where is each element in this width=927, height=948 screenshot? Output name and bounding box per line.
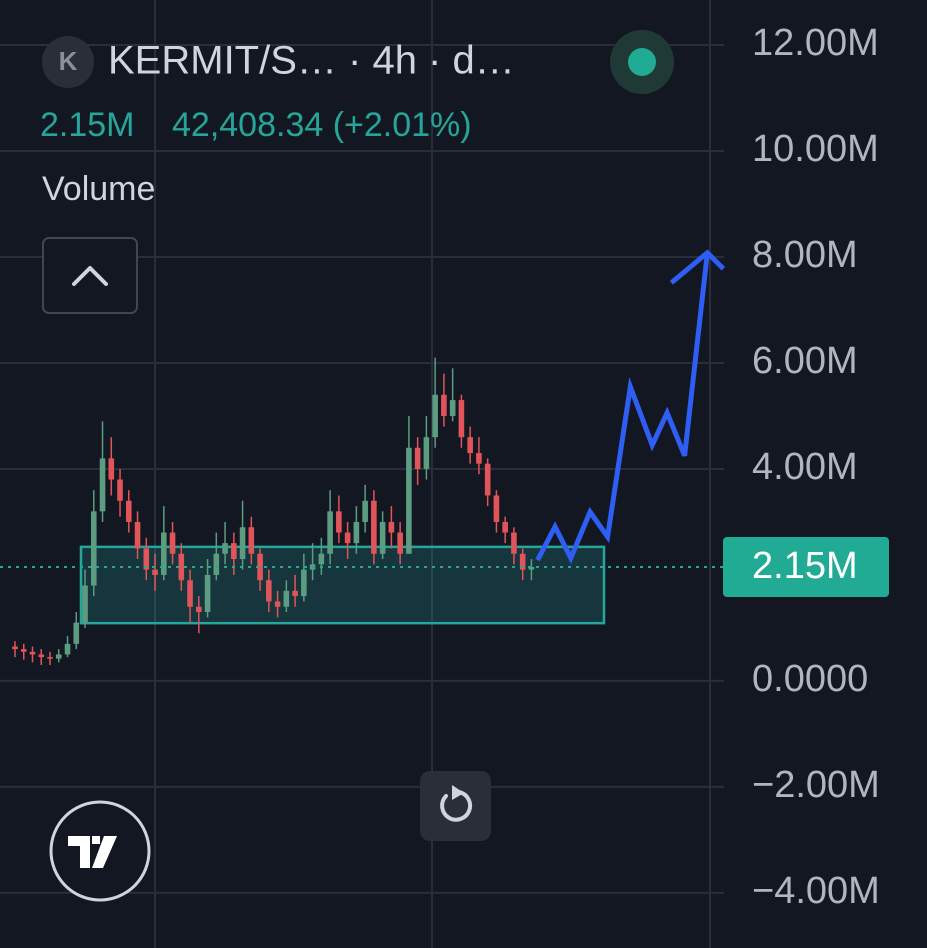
reset-icon [440, 790, 473, 822]
candle-body [73, 622, 80, 644]
indicator-label: Volume [42, 170, 155, 208]
candle-body [449, 400, 456, 416]
y-tick-label: 12.00M [752, 22, 879, 64]
candle-body [161, 532, 167, 575]
candle-body [29, 651, 36, 655]
candle-body [12, 646, 18, 650]
candle-body [38, 654, 45, 658]
candle-body [353, 521, 360, 544]
candle-body [318, 553, 325, 565]
candle-body [432, 394, 438, 438]
candle-body [134, 521, 141, 549]
candle-body [64, 643, 71, 655]
candle-body [458, 400, 465, 438]
price-badge-label: 2.15M [752, 545, 858, 587]
logo-badge [42, 36, 94, 88]
candle-body [90, 511, 97, 586]
symbol-title: KERMIT/S… · 4h · d… [108, 39, 515, 83]
y-tick-label: −4.00M [752, 870, 880, 912]
tv-logo-mark [68, 836, 117, 868]
y-tick-label: 4.00M [752, 446, 858, 488]
candle-body [327, 511, 333, 554]
candle-body [467, 437, 473, 454]
candle-body [283, 590, 290, 607]
collapse-button[interactable] [42, 237, 138, 314]
candle-body [476, 453, 482, 464]
candle-body [257, 553, 263, 581]
y-tick-label: 6.00M [752, 340, 858, 382]
candle-body [178, 553, 185, 581]
candle-body [511, 532, 517, 554]
candle-body [20, 649, 27, 652]
support-zone [79, 545, 606, 625]
candle-body [441, 394, 447, 416]
header-value: 2.15M [40, 106, 135, 144]
candle-body [204, 574, 211, 613]
candle-body [108, 458, 115, 480]
candle-body [406, 447, 412, 554]
candle-body [231, 543, 237, 560]
candle-body [55, 654, 62, 659]
y-tick-label: −2.00M [752, 764, 880, 806]
candle-body [371, 500, 377, 554]
y-tick-label: 10.00M [752, 128, 879, 170]
reset-button[interactable] [420, 771, 491, 841]
candle-body [266, 580, 272, 602]
candle-body [274, 601, 281, 607]
candle-body [99, 458, 106, 512]
candle-body [344, 532, 351, 544]
y-tick-label: 8.00M [752, 234, 858, 276]
status-dot [628, 48, 656, 76]
candle-body [125, 500, 132, 522]
candle-body [388, 521, 395, 533]
candle-body [528, 566, 535, 570]
header-change: 42,408.34 (+2.01%) [172, 106, 472, 144]
candle-body [117, 479, 123, 501]
projection-line [535, 252, 710, 564]
candle-body [169, 532, 176, 554]
candle-body [47, 657, 53, 659]
candle-body [196, 606, 202, 613]
candle-body [362, 500, 368, 522]
candle-body [143, 548, 150, 570]
candle-body [239, 527, 246, 560]
header: K KERMIT/S… · 4h · d… 2.15M 42,408.34 (+… [40, 30, 674, 314]
projection-arrowhead [669, 249, 726, 285]
candle-body [187, 580, 193, 607]
reset-icon-arrow [452, 785, 464, 800]
candle-body [493, 495, 500, 522]
candle-body [248, 527, 255, 554]
candle-body [397, 532, 403, 554]
chevron-icon [72, 266, 108, 286]
candle-body [292, 590, 298, 597]
candle-body [301, 569, 307, 597]
price-badge [723, 536, 889, 597]
plot [0, 249, 726, 666]
candle-body [379, 521, 386, 554]
y-axis: 12.00M 10.00M 8.00M 6.00M 4.00M 0.0000 −2.00M −… [723, 22, 889, 912]
logo-letter: K [59, 46, 78, 76]
candle-body [414, 447, 421, 469]
candle-body [336, 511, 342, 533]
candle-body [484, 463, 491, 496]
candle-body [82, 585, 88, 623]
overlay-controls [49, 771, 491, 902]
candle-body [423, 437, 430, 469]
candle-body [502, 521, 508, 533]
candle-body [213, 553, 220, 575]
candle-body [152, 569, 158, 575]
y-tick-label: 0.0000 [752, 658, 868, 700]
candle-body [222, 543, 228, 554]
candle-body [519, 553, 526, 570]
